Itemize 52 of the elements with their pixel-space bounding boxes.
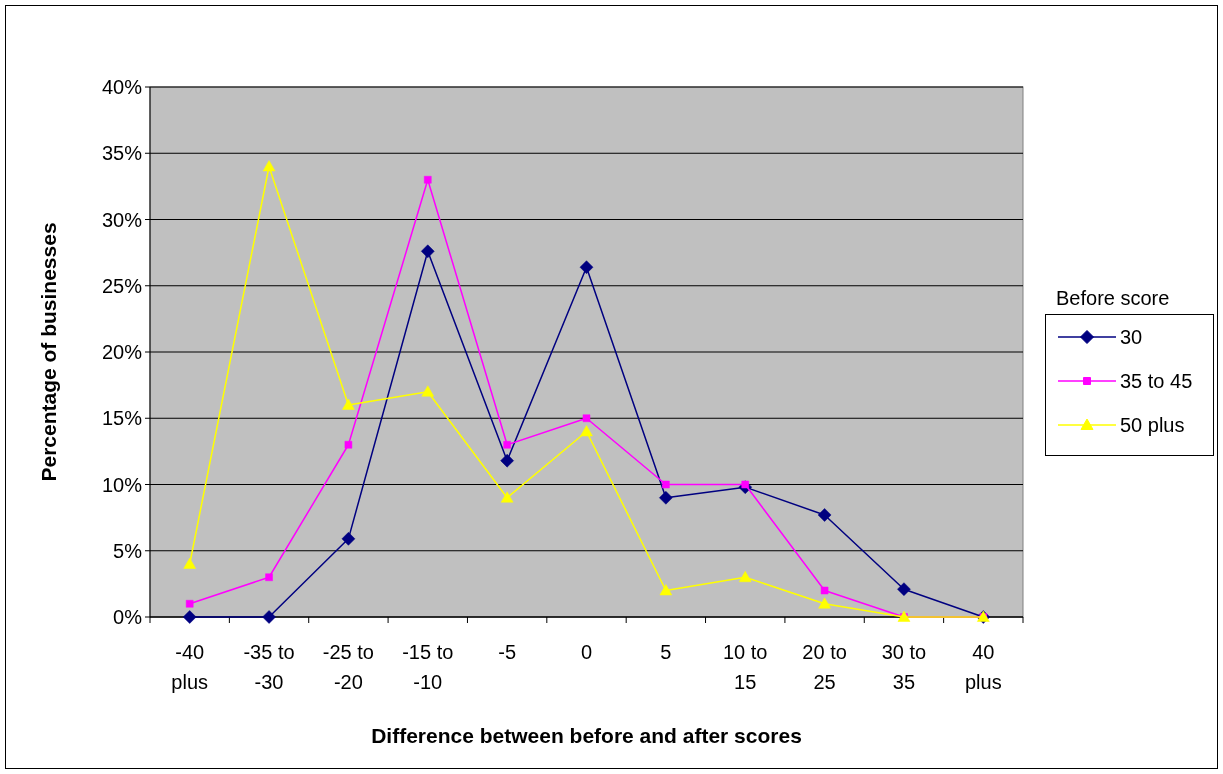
point (659, 584, 673, 596)
y-tick-label: 35% (101, 142, 143, 165)
point (185, 600, 194, 608)
legend-title: Before score (1056, 287, 1170, 309)
legend-label: 50 plus (1120, 414, 1185, 436)
point (421, 385, 435, 397)
x-tick-label: -35 to -30 (243, 641, 295, 693)
x-tick-label: 40 plus (964, 641, 1002, 693)
y-tick-label: 30% (101, 208, 143, 231)
point (503, 441, 511, 449)
point (342, 398, 355, 410)
x-tick-label: 0 (580, 641, 593, 663)
point (738, 571, 752, 582)
point (262, 610, 276, 624)
x-tick-label: -25 to -20 (322, 641, 374, 693)
y-tick-label: 15% (101, 407, 143, 430)
point (659, 491, 673, 505)
x-tick-label: -5 (498, 641, 517, 663)
x-tick-label: 20 to 25 (802, 641, 847, 693)
legend-label: 35 to 45 (1120, 370, 1193, 392)
point (500, 491, 514, 503)
point (500, 453, 514, 468)
point (820, 586, 829, 595)
x-tick-label: -15 to -10 (402, 641, 454, 693)
point (344, 441, 353, 449)
x-tick-label: 10 to 15 (722, 641, 768, 693)
point (262, 160, 276, 172)
point (421, 244, 435, 259)
y-tick-label: 25% (101, 274, 143, 297)
point (341, 532, 356, 546)
point (579, 260, 594, 274)
point (183, 557, 196, 569)
y-tick-label: 40% (101, 76, 143, 98)
point (182, 610, 197, 624)
point (817, 508, 832, 522)
point (265, 573, 273, 581)
point (662, 480, 670, 489)
x-tick-label: -40 plus (171, 641, 209, 693)
point (582, 414, 591, 422)
point (580, 425, 593, 437)
point (897, 582, 911, 596)
x-tick-label: 30 to 35 (881, 641, 927, 693)
x-axis-title: Difference between before and after scores (371, 724, 802, 747)
y-tick-label: 0% (113, 606, 143, 628)
x-tick-label: 5 (660, 641, 672, 663)
point (818, 597, 831, 609)
y-axis-title: Percentage of businesses (37, 222, 60, 482)
point (424, 176, 432, 184)
legend-label: 30 (1120, 326, 1143, 348)
y-tick-label: 5% (113, 539, 143, 562)
y-tick-label: 20% (101, 341, 143, 363)
y-tick-label: 10% (101, 473, 143, 496)
